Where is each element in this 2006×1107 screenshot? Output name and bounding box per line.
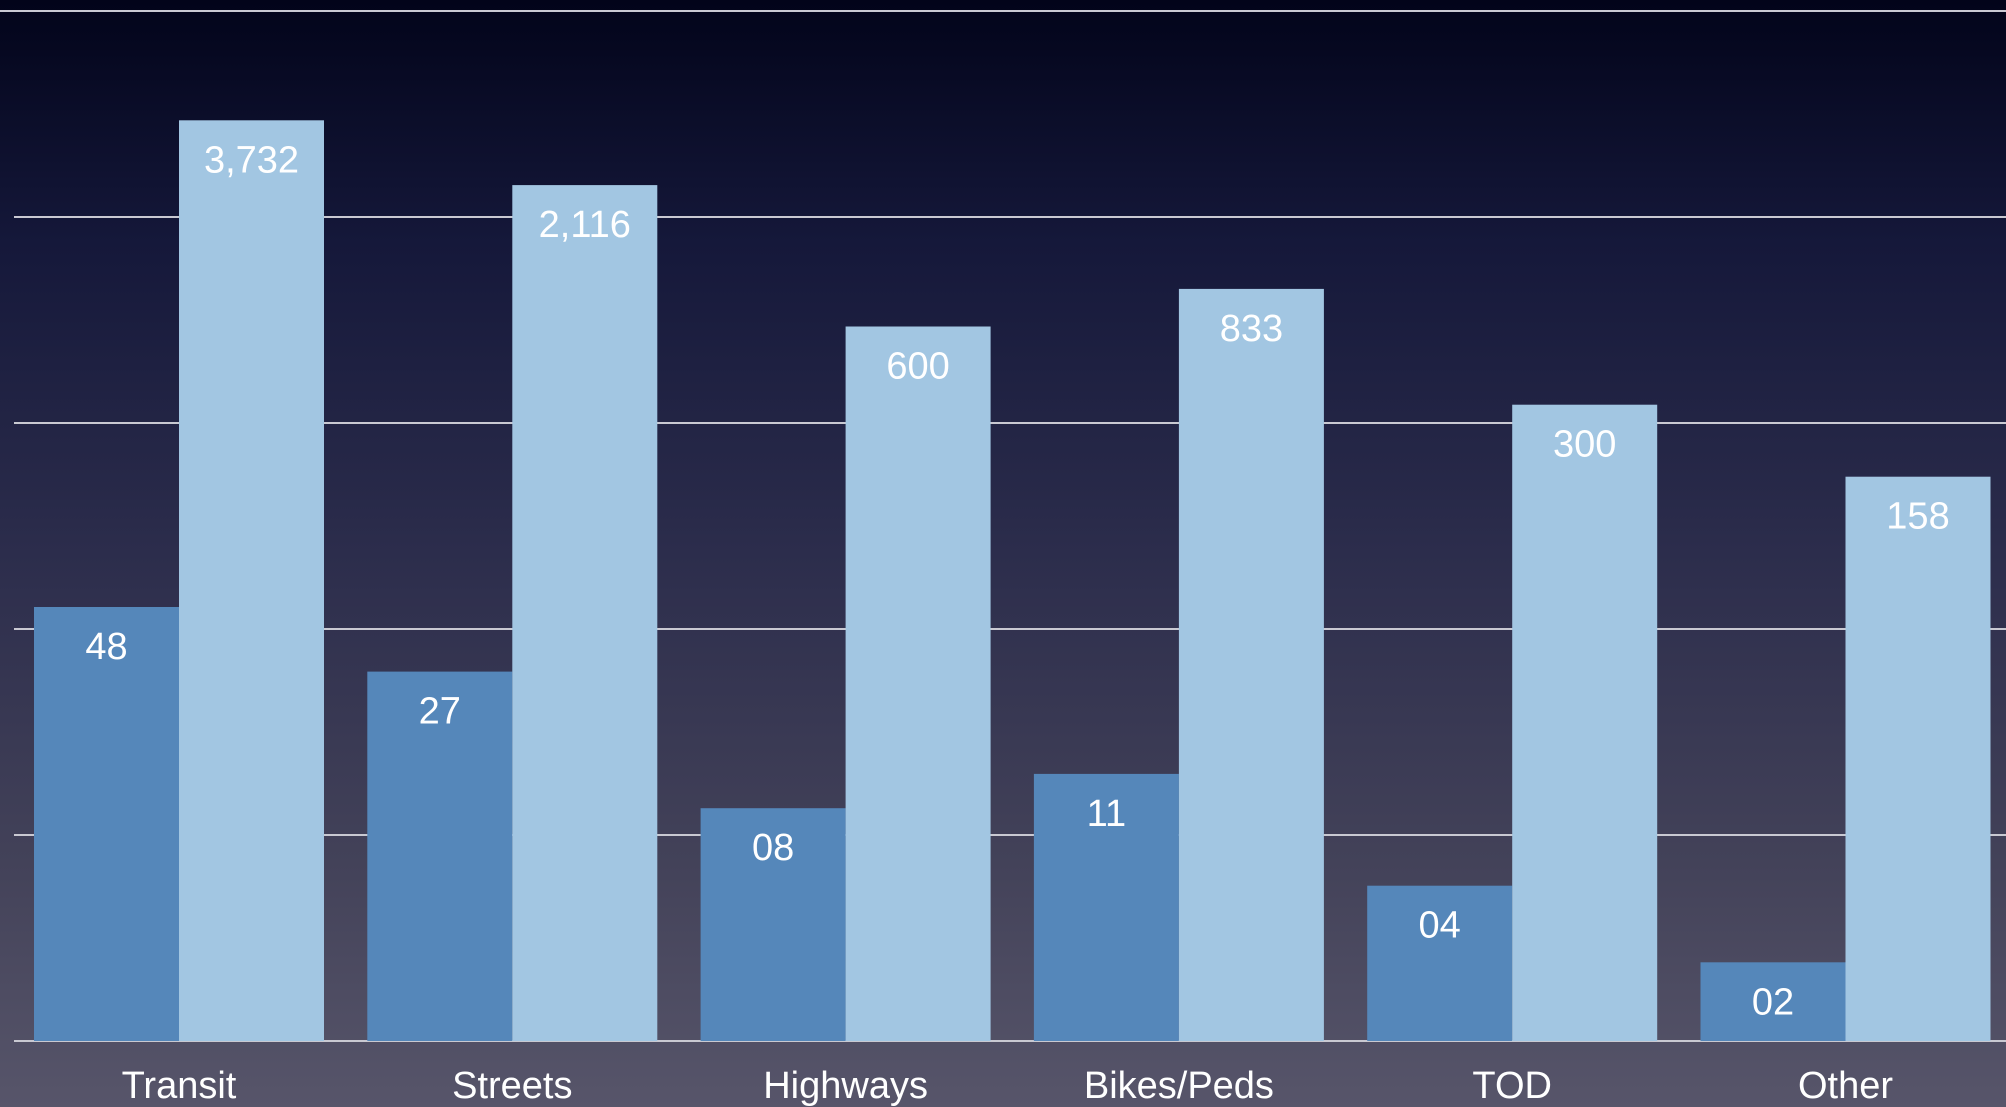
bar-highways-1 <box>700 808 846 1041</box>
value-label: 11 <box>1087 793 1126 835</box>
bar-streets-2 <box>512 185 658 1042</box>
bar-bikes-peds-2 <box>1178 288 1324 1041</box>
bar-tod-2 <box>1512 404 1658 1041</box>
bar-tod-1 <box>1367 885 1513 1041</box>
value-label: 3,732 <box>204 139 299 181</box>
gridlines <box>0 10 2006 1042</box>
bar-highways-2 <box>845 326 991 1041</box>
category-label: Bikes/Peds <box>1084 1065 1274 1107</box>
bar-transit-1 <box>34 607 179 1041</box>
value-label: 833 <box>1220 308 1283 350</box>
bar-transit-2 <box>179 120 324 1042</box>
value-label: 300 <box>1553 424 1616 466</box>
category-label: Highways <box>763 1065 928 1107</box>
value-labels: 48 3,732 27 2,116 08 600 11 833 04 300 02 158 <box>85 139 1949 1023</box>
value-label: 08 <box>752 827 794 869</box>
value-label: 02 <box>1752 981 1794 1023</box>
value-label: 48 <box>85 626 127 668</box>
category-label: Transit <box>122 1065 237 1107</box>
value-label: 04 <box>1419 905 1461 947</box>
bar-bikes-peds-1 <box>1033 773 1179 1041</box>
category-label: Streets <box>452 1065 572 1107</box>
bar-other-1 <box>1700 962 1846 1041</box>
category-label: Other <box>1798 1065 1893 1107</box>
category-label: TOD <box>1472 1065 1552 1107</box>
value-label: 27 <box>419 691 461 733</box>
value-label: 158 <box>1886 496 1949 538</box>
value-label: 2,116 <box>539 204 631 246</box>
bar-other-2 <box>1845 476 1991 1041</box>
bar-streets-1 <box>367 671 513 1041</box>
category-labels: Transit Streets Highways Bikes/Peds TOD Other <box>122 1065 1894 1107</box>
value-label: 600 <box>886 346 949 388</box>
bars <box>34 120 1991 1042</box>
